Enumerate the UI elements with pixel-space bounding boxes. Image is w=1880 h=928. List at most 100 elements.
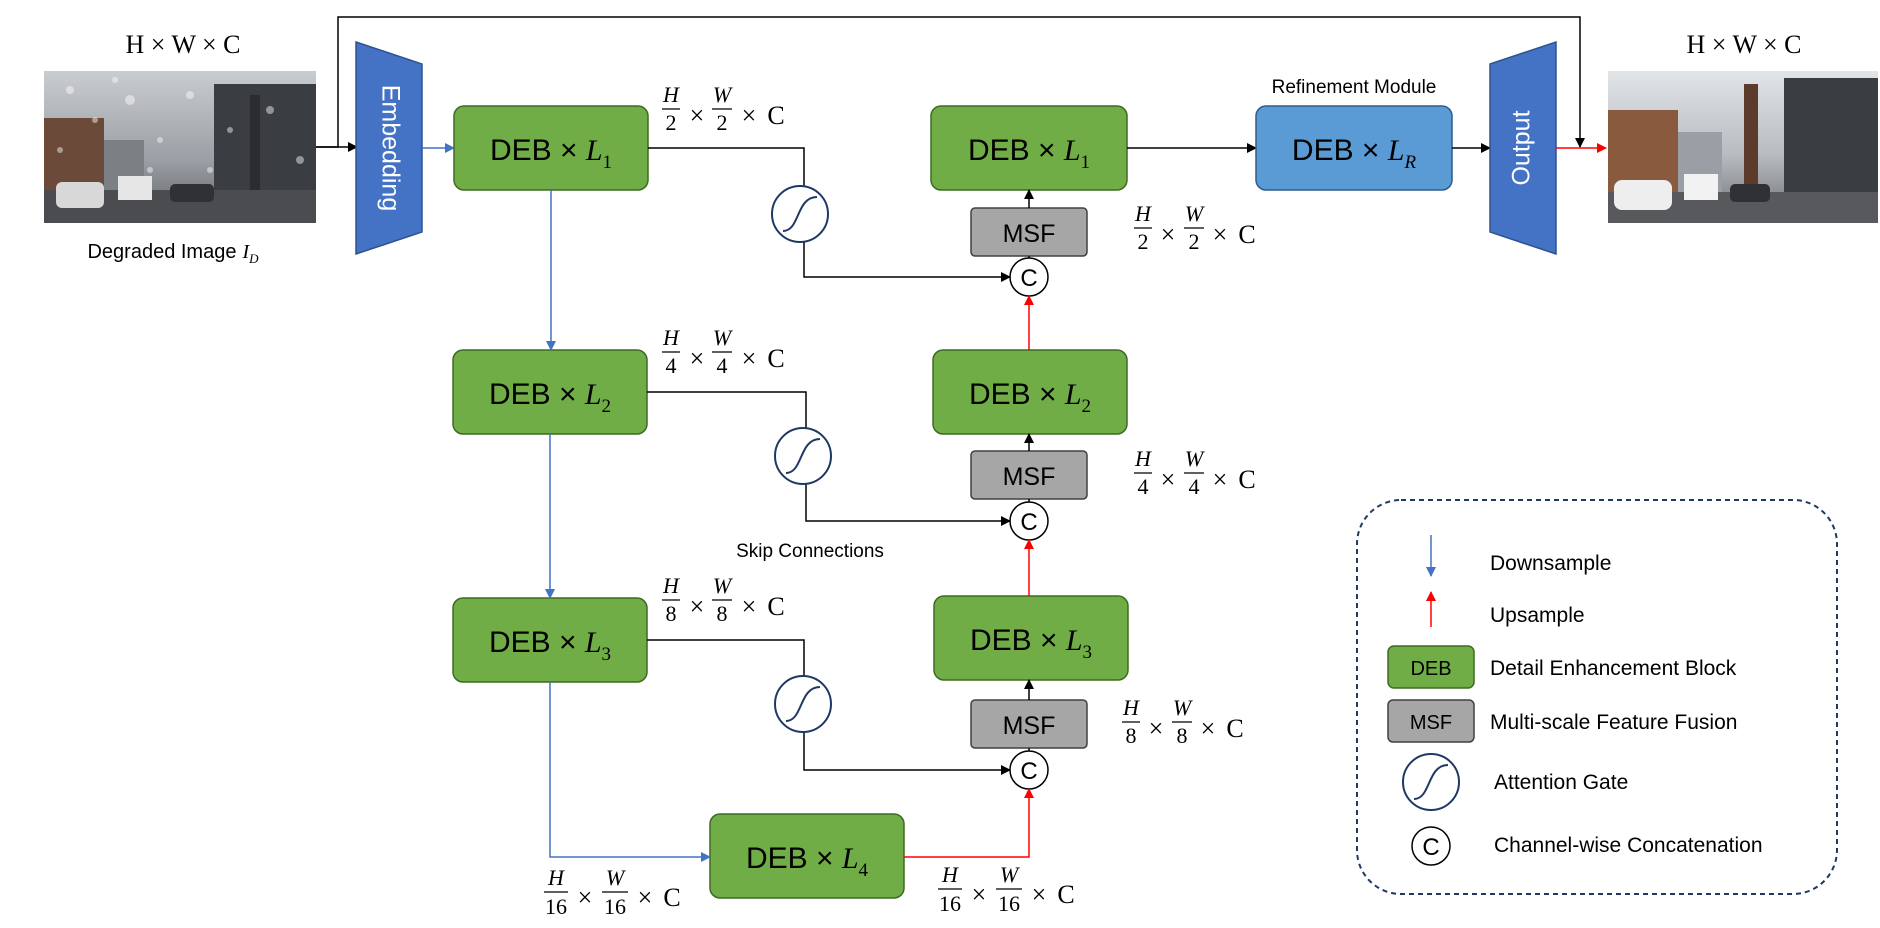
down-arrow-3 <box>549 682 711 862</box>
svg-text:DEB: DEB <box>1410 658 1451 680</box>
svg-text:×: × <box>690 592 705 621</box>
svg-text:×: × <box>742 592 757 621</box>
svg-text:×: × <box>1213 465 1228 494</box>
svg-text:H: H <box>941 862 959 887</box>
svg-text:H: H <box>1122 695 1140 720</box>
attention-gate-1 <box>771 185 829 243</box>
svg-text:×: × <box>690 101 705 130</box>
msf-box-1: MSF <box>970 207 1088 257</box>
svg-text:×: × <box>638 883 653 912</box>
svg-text:×: × <box>1213 220 1228 249</box>
svg-text:4: 4 <box>1138 474 1149 499</box>
output-trapezoid <box>1489 40 1557 256</box>
legend-upsample-label: Upsample <box>1490 604 1585 627</box>
svg-text:W: W <box>713 82 733 107</box>
svg-text:DEB × LR: DEB × LR <box>1292 134 1417 173</box>
svg-text:H: H <box>547 865 565 890</box>
bottleneck-block: DEB × L4 <box>709 813 905 899</box>
svg-text:DEB × L1: DEB × L1 <box>968 134 1090 173</box>
svg-text:2: 2 <box>717 110 728 135</box>
legend-downsample-label: Downsample <box>1490 552 1611 575</box>
legend-msf-swatch <box>1387 699 1475 743</box>
enc3-block: DEB × L3 <box>452 597 648 683</box>
enc1-text: DEB × <box>490 134 586 167</box>
svg-text:4: 4 <box>666 353 677 378</box>
refine-text: DEB × <box>1292 134 1388 167</box>
concat-circle-3: C <box>1009 750 1049 790</box>
svg-text:H: H <box>1134 201 1152 226</box>
svg-text:DEB × L2: DEB × L2 <box>969 378 1091 417</box>
svg-text:W: W <box>1173 695 1193 720</box>
scale-label-dec1: H 2 × W 2 × C <box>1134 201 1256 254</box>
svg-text:C: C <box>1020 265 1037 292</box>
svg-text:×: × <box>578 883 593 912</box>
svg-text:C: C <box>1020 758 1037 785</box>
enc1-block: DEB × L1 <box>453 105 649 191</box>
up-arrow-bottleneck-to-concat3 <box>904 788 1034 858</box>
bottleneck-text: DEB × <box>746 842 842 875</box>
svg-text:C: C <box>1020 509 1037 536</box>
output-image <box>1608 71 1878 223</box>
enc2-text: DEB × <box>489 378 585 411</box>
svg-text:DEB × L4: DEB × L4 <box>746 842 869 881</box>
svg-text:C: C <box>1238 465 1255 494</box>
svg-text:×: × <box>1201 714 1216 743</box>
output-label: Output <box>1508 110 1536 185</box>
svg-text:8: 8 <box>717 601 728 626</box>
svg-text:C: C <box>767 592 784 621</box>
legend-deb-label: Detail Enhancement Block <box>1490 657 1737 680</box>
svg-text:W: W <box>1185 201 1205 226</box>
svg-text:2: 2 <box>666 110 677 135</box>
svg-text:C: C <box>1238 220 1255 249</box>
svg-text:2: 2 <box>1189 229 1200 254</box>
concat-circle-1: C <box>1009 257 1049 297</box>
svg-text:16: 16 <box>604 894 626 919</box>
svg-text:16: 16 <box>998 891 1020 916</box>
scale-label-enc2: H 4 × W 4 × C <box>662 325 785 378</box>
svg-text:DEB × L3: DEB × L3 <box>970 624 1092 663</box>
svg-text:4: 4 <box>717 353 728 378</box>
dec3-block: DEB × L3 <box>933 595 1129 681</box>
svg-text:W: W <box>713 325 733 350</box>
svg-text:C: C <box>767 101 784 130</box>
dec1-block: DEB × L1 <box>930 105 1128 191</box>
input-image <box>44 71 316 223</box>
input-dims: H × W × C <box>125 30 240 59</box>
svg-text:W: W <box>606 865 626 890</box>
svg-text:W: W <box>713 573 733 598</box>
svg-text:MSF: MSF <box>1003 220 1056 248</box>
svg-text:MSF: MSF <box>1003 712 1056 740</box>
svg-text:×: × <box>690 344 705 373</box>
svg-text:C: C <box>663 883 680 912</box>
skip-connections-label: Skip Connections <box>736 541 884 562</box>
svg-text:MSF: MSF <box>1003 463 1056 491</box>
scale-label-bottleneck-left: H 16 × W 16 × C <box>544 865 681 919</box>
msf-box-3: MSF <box>970 699 1088 749</box>
svg-text:16: 16 <box>545 894 567 919</box>
dec2-text: DEB × <box>969 378 1065 411</box>
svg-text:MSF: MSF <box>1410 712 1452 734</box>
output-dims: H × W × C <box>1686 30 1801 59</box>
svg-text:H: H <box>662 325 680 350</box>
svg-text:16: 16 <box>939 891 961 916</box>
enc2-block: DEB × L2 <box>452 349 648 435</box>
attention-gate-2 <box>774 427 832 485</box>
legend: Downsample Upsample DEB Detail Enhanceme… <box>1356 499 1838 895</box>
svg-text:2: 2 <box>1138 229 1149 254</box>
dec3-text: DEB × <box>970 624 1066 657</box>
refinement-module-title: Refinement Module <box>1272 77 1437 98</box>
scale-label-bottleneck-right: H 16 × W 16 × C <box>938 862 1075 916</box>
legend-attention-gate-icon <box>1402 753 1460 811</box>
svg-text:H: H <box>662 82 680 107</box>
scale-label-dec2: H 4 × W 4 × C <box>1134 446 1256 499</box>
legend-gate-label: Attention Gate <box>1494 771 1628 794</box>
svg-text:W: W <box>1185 446 1205 471</box>
svg-text:C: C <box>1226 714 1243 743</box>
svg-text:×: × <box>742 101 757 130</box>
enc3-text: DEB × <box>489 626 585 659</box>
refine-block: DEB × LR <box>1255 105 1453 191</box>
svg-text:8: 8 <box>666 601 677 626</box>
input-caption: Degraded Image ID <box>87 241 259 266</box>
